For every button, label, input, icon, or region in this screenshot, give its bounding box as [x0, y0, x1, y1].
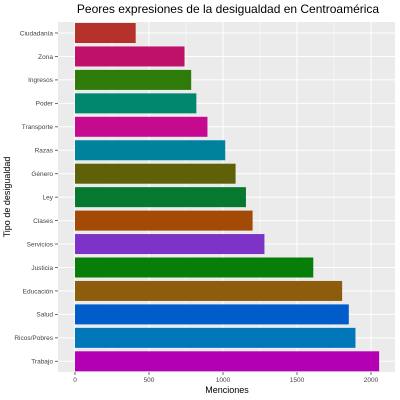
bar-12: [75, 304, 349, 325]
y-tick-label: Justicia: [31, 265, 53, 272]
x-axis-title: Menciones: [205, 385, 249, 395]
y-tick-label: Ricos/Pobres: [14, 335, 53, 342]
y-tick-label: Razas: [35, 148, 54, 155]
y-tick-label: Ciudadanía: [20, 30, 54, 37]
x-tick-label: 1500: [290, 377, 305, 384]
bar-4: [75, 116, 208, 137]
bar-7: [75, 187, 246, 208]
bar-5: [75, 140, 226, 161]
bar-3: [75, 93, 197, 114]
y-axis-ticks: Ciudadanía Zona Ingresos Poder Transporte Raz…: [14, 30, 58, 366]
y-tick-label: Ley: [43, 194, 54, 201]
y-tick-label: Servicios: [27, 241, 54, 248]
bar-8: [75, 210, 253, 231]
x-tick-label: 2000: [364, 377, 379, 384]
x-tick-label: 500: [144, 377, 155, 384]
x-axis-ticks: 0 500 1000 1500 2000: [73, 372, 379, 384]
bar-6: [75, 163, 236, 184]
bar-10: [75, 257, 314, 278]
y-tick-label: Ingresos: [28, 77, 54, 84]
y-tick-label: Clases: [33, 218, 54, 225]
bar-13: [75, 327, 356, 348]
y-tick-label: Trabajo: [31, 359, 53, 366]
bar-0: [75, 23, 136, 43]
chart-title: Peores expresiones de la desigualdad en …: [77, 2, 380, 16]
y-axis-title: Tipo de desigualdad: [2, 157, 12, 238]
bars: [75, 23, 380, 372]
y-tick-label: Transporte: [22, 124, 54, 131]
y-tick-label: Poder: [36, 101, 54, 108]
bar-14: [75, 351, 380, 372]
y-tick-label: Zona: [38, 54, 53, 61]
bar-9: [75, 234, 265, 255]
bar-1: [75, 46, 185, 67]
y-tick-label: Género: [31, 171, 53, 178]
y-tick-label: Salud: [36, 312, 53, 319]
y-tick-label: Educación: [23, 288, 54, 295]
bar-11: [75, 280, 343, 301]
x-tick-label: 0: [73, 377, 77, 384]
x-tick-label: 1000: [216, 377, 231, 384]
bar-2: [75, 69, 192, 90]
